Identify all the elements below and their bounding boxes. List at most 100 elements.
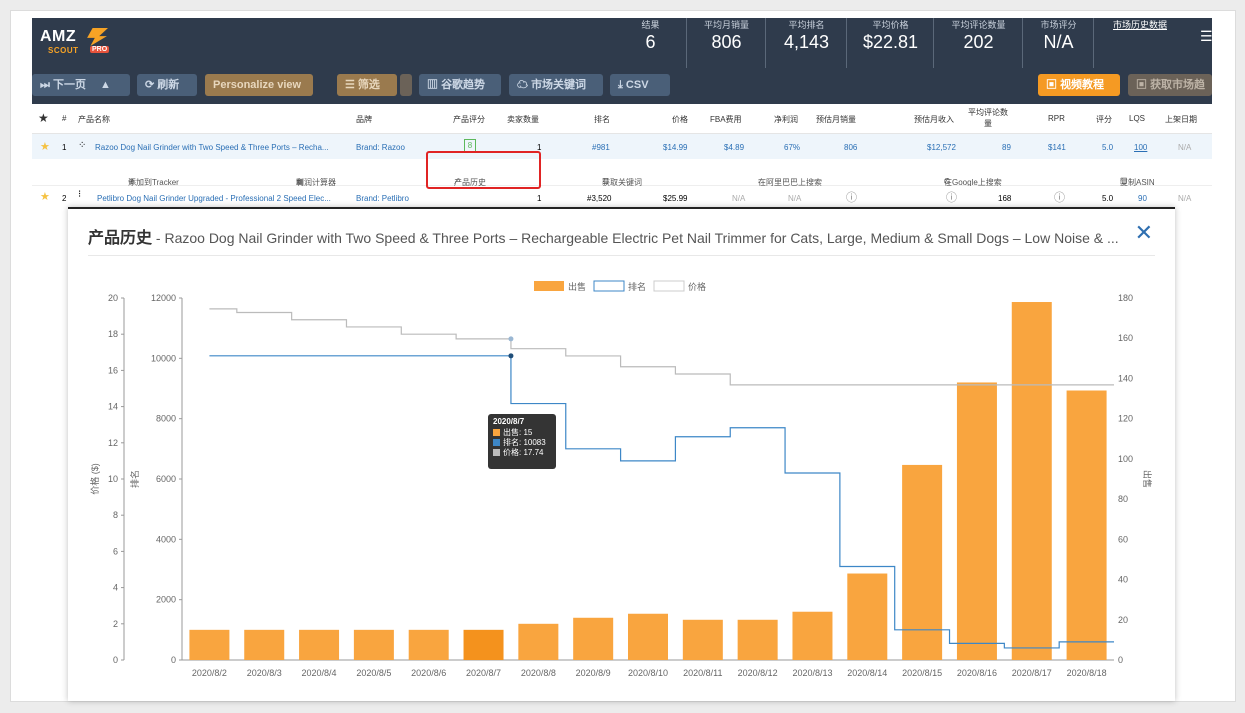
stat-label: 平均价格 [872, 20, 909, 30]
filter-toggle[interactable] [400, 74, 412, 96]
header-sellers[interactable]: 卖家数量 [507, 115, 539, 124]
header-star-icon[interactable]: ★ [38, 111, 49, 125]
product-history-label: 产品历史 [454, 178, 486, 187]
header-rank[interactable]: 排名 [594, 115, 610, 124]
amzscout-logo: AMZ SCOUT PRO [40, 26, 120, 60]
price-axis-tick-label: 4 [113, 583, 118, 593]
csv-button[interactable]: ⤓ CSV [610, 74, 670, 96]
sales-value: 806 [844, 143, 858, 152]
chevron-up-icon[interactable]: ▲ [99, 79, 111, 91]
price-axis-tick-label: 14 [108, 402, 118, 412]
modal-divider [88, 255, 1155, 256]
lqs-value[interactable]: 90 [1138, 194, 1147, 203]
plus-circle-icon: ⊕ [128, 177, 135, 186]
sales-bar [902, 464, 943, 660]
header-rating[interactable]: 评分 [1096, 115, 1112, 124]
favorite-star-icon[interactable]: ★ [40, 191, 50, 203]
logo-scout-text: SCOUT [48, 46, 79, 55]
price-value: $14.99 [663, 143, 688, 152]
sales-axis-tick-label: 0 [1118, 655, 1123, 665]
lqs-value[interactable]: 100 [1134, 143, 1148, 152]
personalize-view-button[interactable]: Personalize view [205, 74, 313, 96]
sellers-count: 1 [537, 194, 542, 203]
modal-title: 产品历史 - Razoo Dog Nail Grinder with Two S… [88, 224, 1118, 248]
market-history-link[interactable]: 市场历史数据 [1112, 20, 1167, 30]
margin-value: 67% [784, 143, 801, 152]
sales-bar [792, 611, 833, 660]
google-trends-label: 谷歌趋势 [441, 79, 486, 91]
x-axis-tick-label: 2020/8/5 [356, 668, 391, 678]
x-axis-tick-label: 2020/8/8 [521, 668, 556, 678]
product-name-link[interactable]: Petlibro Dog Nail Grinder Upgraded - Pro… [97, 194, 331, 203]
sales-axis-tick-label: 120 [1118, 414, 1133, 424]
header-margin[interactable]: 净利润 [774, 115, 798, 124]
header-product-score[interactable]: 产品评分 [453, 115, 485, 124]
filter-icon: ☰ [345, 79, 358, 91]
logo-bolt-icon [87, 28, 108, 46]
filter-button[interactable]: ☰ 筛选 [337, 74, 397, 96]
help-icon[interactable]: ⓘ [946, 192, 957, 204]
bar-chart-icon: ▥ [427, 79, 442, 91]
header-est-sales[interactable]: 预估月销量 [816, 115, 856, 124]
header-brand[interactable]: 品牌 [356, 115, 372, 124]
stat-market-history[interactable]: 市场历史数据 [1095, 18, 1185, 68]
sales-bar [518, 623, 559, 660]
x-axis-tick-label: 2020/8/12 [738, 668, 778, 678]
help-icon[interactable]: ⓘ [846, 192, 857, 204]
video-tutorial-button[interactable]: ▣ 视频教程 [1038, 74, 1120, 96]
stat-results: 结果 6 [615, 18, 687, 68]
google-trends-button[interactable]: ▥ 谷歌趋势 [419, 74, 501, 96]
header-fba[interactable]: FBA费用 [710, 115, 742, 124]
sales-bar [244, 629, 285, 660]
header-rpr[interactable]: RPR [1048, 114, 1065, 123]
table-row[interactable]: ★ 1 ⁘ Razoo Dog Nail Grinder with Two Sp… [32, 134, 1212, 159]
help-icon[interactable]: ⓘ [1054, 192, 1065, 204]
tooltip-sales-row: 出售: 15 [493, 428, 551, 438]
product-history-chart: 0 2 4 6 8 10 12 14 16 18 20 价格 ($) 0 2000 4000 6000 8000… [89, 280, 1153, 678]
row-actions: ⊕ 添加到Tracker ▦ 利润计算器 ⟋ 产品历史 ☰ 获取关键词 ◌ 在阿… [32, 159, 1212, 187]
rank-value[interactable]: #981 [592, 143, 610, 152]
market-keywords-button[interactable]: ☁ 市场关键词 [509, 74, 603, 96]
search-google-label: 在Google上搜索 [944, 178, 1002, 187]
rank-value[interactable]: #3,520 [587, 194, 612, 203]
header-price[interactable]: 价格 [672, 115, 688, 124]
fba-value: N/A [732, 194, 746, 203]
stat-label: 平均评论数量 [951, 20, 1006, 30]
rating-value: 5.0 [1102, 194, 1114, 203]
header-est-revenue[interactable]: 预估月收入 [914, 115, 954, 124]
sales-axis-tick-label: 80 [1118, 494, 1128, 504]
close-icon[interactable]: ✕ [1134, 220, 1153, 245]
stat-avg-rank: 平均排名 4,143 [767, 18, 847, 68]
hamburger-menu-icon[interactable]: ☰ [1200, 28, 1212, 44]
revenue-value: $12,572 [927, 143, 956, 152]
x-axis-tick-label: 2020/8/17 [1012, 668, 1052, 678]
legend-rank-swatch [593, 280, 625, 292]
price-axis-tick-label: 10 [108, 474, 118, 484]
refresh-button[interactable]: ⟳ 刷新 [137, 74, 197, 96]
header-avg-reviews[interactable]: 平均评论数量 [968, 108, 1008, 128]
x-axis-tick-label: 2020/8/16 [957, 668, 997, 678]
header-date[interactable]: 上架日期 [1165, 115, 1197, 124]
x-axis-tick-label: 2020/8/18 [1067, 668, 1107, 678]
line-chart-icon: ⟋ [454, 177, 460, 186]
rank-axis-tick-label: 6000 [156, 474, 176, 484]
fba-value[interactable]: $4.89 [724, 143, 745, 152]
modal-heading: 产品历史 [88, 230, 153, 247]
price-axis-tick-label: 2 [113, 619, 118, 629]
x-axis-tick-label: 2020/8/11 [683, 668, 722, 678]
header-product-name[interactable]: 产品名称 [78, 115, 110, 124]
product-name-link[interactable]: Razoo Dog Nail Grinder with Two Speed & … [95, 143, 329, 152]
row-index: 1 [62, 143, 67, 152]
trend-icon: ▣ [1136, 79, 1151, 91]
price-axis-tick-label: 6 [113, 546, 118, 556]
favorite-star-icon[interactable]: ★ [40, 141, 50, 153]
table-row[interactable]: ★ 2 ⁝ Petlibro Dog Nail Grinder Upgraded… [32, 186, 1212, 208]
product-history-modal: 产品历史 - Razoo Dog Nail Grinder with Two S… [68, 207, 1175, 701]
rank-axis-tick-label: 12000 [151, 293, 176, 303]
stat-label: 平均排名 [788, 20, 825, 30]
logo-amz-text: AMZ [40, 28, 77, 45]
copy-icon: ❐ [1120, 177, 1128, 186]
header-lqs[interactable]: LQS [1129, 114, 1146, 123]
market-trend-button[interactable]: ▣ 获取市场趋 [1128, 74, 1212, 96]
next-page-button[interactable]: ⏭ 下一页 ▲ [32, 74, 130, 96]
